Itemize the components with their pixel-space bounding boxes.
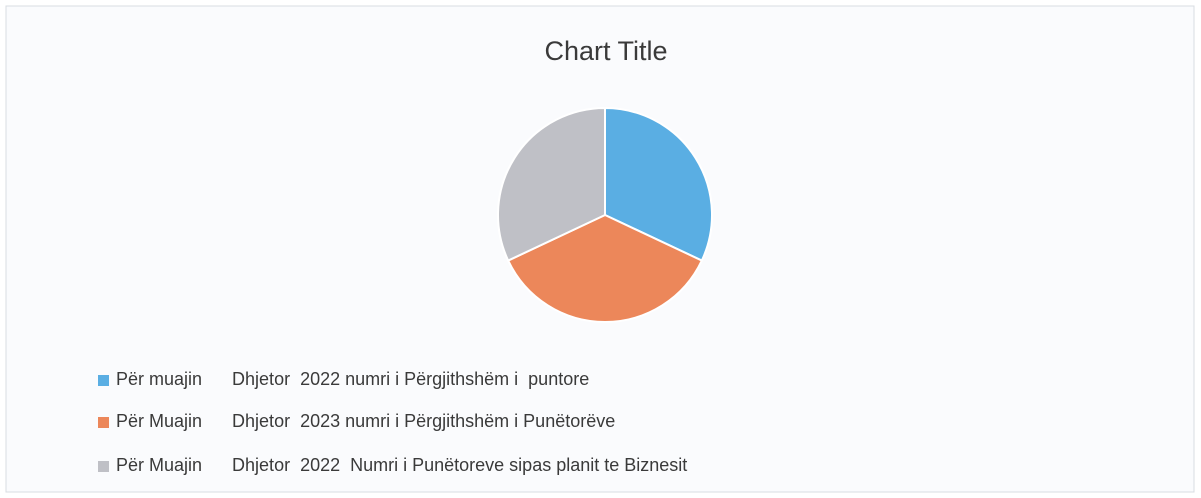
legend-label: Për Muajin Dhjetor 2023 numri i Përgjith… [116,411,615,431]
legend-label: Për muajin Dhjetor 2022 numri i Përgjith… [116,369,589,389]
legend-swatch [98,461,109,472]
chart-title: Chart Title [544,36,667,66]
pie-slice [506,213,704,323]
legend-label: Për Muajin Dhjetor 2022 Numri i Punëtore… [116,455,687,475]
pie-slice [604,106,713,262]
legend-swatch [98,417,109,428]
legend-swatch [98,375,109,386]
pie-slice [497,106,606,262]
